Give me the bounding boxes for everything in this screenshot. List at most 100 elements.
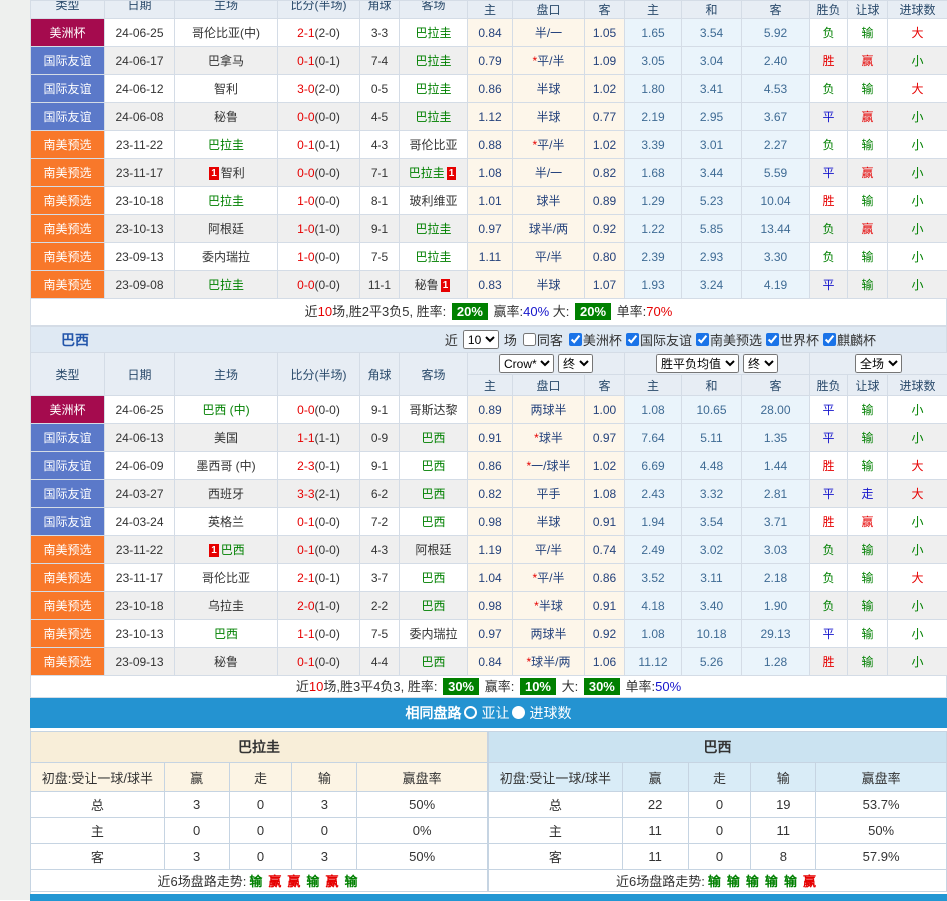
- away-team-name: 巴拉圭: [415, 54, 451, 68]
- column-header: 进球数: [888, 1, 947, 19]
- euro-average-select[interactable]: 胜平负均值: [656, 354, 739, 373]
- match-date-cell: 23-10-13: [105, 620, 175, 648]
- match-date-cell: 23-11-17: [105, 564, 175, 592]
- score-cell: 2-1(2-0): [278, 19, 360, 47]
- halftime-score: (0-0): [315, 627, 340, 641]
- handicap-result-cell: 输: [848, 536, 888, 564]
- trend-cell: 近6场盘路走势:输赢赢输赢输: [31, 870, 488, 892]
- compare-value-cell: 3: [292, 792, 357, 818]
- ah-home-odds-cell: 0.91: [468, 424, 513, 452]
- filter-checkbox-input[interactable]: [766, 333, 779, 346]
- filter-checkbox-input[interactable]: [626, 333, 639, 346]
- away-team-cell: 阿根廷: [400, 536, 468, 564]
- match-date-cell: 23-10-13: [105, 215, 175, 243]
- home-team-cell: 美国: [175, 424, 278, 452]
- filter-checkbox-input[interactable]: [823, 333, 836, 346]
- trend-result: 输: [765, 874, 778, 889]
- compare-row-label: 总: [489, 792, 623, 818]
- handicap-result-cell: 输: [848, 187, 888, 215]
- summary-text: 10: [318, 304, 332, 319]
- column-header: 盘口: [513, 375, 585, 396]
- compare-column-header: 赢: [164, 763, 229, 792]
- ah-line-cell: 半球: [513, 271, 585, 299]
- score-cell: 0-1(0-1): [278, 131, 360, 159]
- ah-line-cell: 半球: [513, 508, 585, 536]
- handicap-result-cell: 输: [848, 592, 888, 620]
- same-away-checkbox[interactable]: 同客: [523, 330, 563, 349]
- away-team-cell: 委内瑞拉: [400, 620, 468, 648]
- result-cell: 负: [810, 564, 848, 592]
- column-header: 主场: [175, 1, 278, 19]
- ah-home-odds-cell: 0.86: [468, 75, 513, 103]
- filter-checkbox-麒麟杯[interactable]: 麒麟杯: [823, 330, 876, 349]
- match-scope-select[interactable]: 全场: [855, 354, 902, 373]
- home-team-cell: 英格兰: [175, 508, 278, 536]
- compare-column-header: 走: [688, 763, 751, 792]
- column-header: 角球: [360, 1, 400, 19]
- euro-final-select[interactable]: 终: [743, 354, 778, 373]
- filter-label: 世界杯: [780, 330, 819, 349]
- asian-final-select[interactable]: 终: [558, 354, 593, 373]
- halftime-score: (0-0): [315, 655, 340, 669]
- fulltime-score: 0-1: [297, 543, 314, 557]
- halftime-score: (2-0): [315, 82, 340, 96]
- bookmaker-select[interactable]: Crow*: [499, 354, 554, 373]
- match-date-cell: 24-03-24: [105, 508, 175, 536]
- filter-checkbox-input[interactable]: [569, 333, 582, 346]
- corner-cell: 0-5: [360, 75, 400, 103]
- result-cell: 负: [810, 131, 848, 159]
- radio-进球数[interactable]: [512, 706, 525, 719]
- fulltime-score: 0-1: [297, 54, 314, 68]
- filter-checkbox-南美预选[interactable]: 南美预选: [696, 330, 762, 349]
- filter-checkbox-世界杯[interactable]: 世界杯: [766, 330, 819, 349]
- compare-column-header: 初盘:受让一球/球半: [489, 763, 623, 792]
- fulltime-score: 2-0: [297, 599, 314, 613]
- handicap-result-cell: 输: [848, 131, 888, 159]
- result-cell: 平: [810, 480, 848, 508]
- filter-checkbox-美洲杯[interactable]: 美洲杯: [569, 330, 622, 349]
- match-date-cell: 23-11-22: [105, 131, 175, 159]
- league-type-cell: 美洲杯: [31, 19, 105, 47]
- euro-away-odds-cell: 1.35: [742, 424, 810, 452]
- filter-checkbox-input[interactable]: [696, 333, 709, 346]
- corner-cell: 3-7: [360, 564, 400, 592]
- recent-games-select[interactable]: 10: [463, 330, 499, 349]
- halftime-score: (1-0): [315, 222, 340, 236]
- handicap-result-cell: 输: [848, 243, 888, 271]
- fulltime-score: 0-0: [297, 278, 314, 292]
- score-cell: 1-1(0-0): [278, 620, 360, 648]
- same-away-checkbox-input[interactable]: [523, 333, 536, 346]
- away-team-name: 巴西: [421, 515, 445, 529]
- summary-text: 近: [296, 679, 309, 694]
- score-cell: 0-0(0-0): [278, 271, 360, 299]
- percent-badge: 20%: [575, 303, 611, 320]
- result-cell: 平: [810, 424, 848, 452]
- goals-result-cell: 小: [888, 215, 947, 243]
- ah-home-odds-cell: 1.12: [468, 103, 513, 131]
- column-header-label: 主场: [175, 1, 277, 14]
- same-handicap-title: 相同盘路: [406, 703, 462, 723]
- compare-row-label: 客: [31, 844, 165, 870]
- home-team-cell: 巴西: [175, 620, 278, 648]
- score-cell: 3-0(2-0): [278, 75, 360, 103]
- corner-cell: 4-3: [360, 536, 400, 564]
- ah-home-odds-cell: 1.19: [468, 536, 513, 564]
- corner-cell: 6-2: [360, 480, 400, 508]
- league-type-cell: 南美预选: [31, 620, 105, 648]
- home-team-cell: 巴拉圭: [175, 187, 278, 215]
- compare-column-header: 赢盘率: [816, 763, 947, 792]
- ah-home-odds-cell: 0.83: [468, 271, 513, 299]
- radio-亚让[interactable]: [464, 706, 477, 719]
- filter-checkbox-国际友谊[interactable]: 国际友谊: [626, 330, 692, 349]
- fulltime-score: 0-0: [297, 166, 314, 180]
- euro-home-odds-cell: 1.22: [625, 215, 682, 243]
- away-team-name: 巴拉圭: [415, 82, 451, 96]
- goals-result-cell: 大: [888, 452, 947, 480]
- away-team-name: 巴西: [421, 459, 445, 473]
- goals-result-cell: 小: [888, 620, 947, 648]
- ah-away-odds-cell: 1.06: [585, 648, 625, 676]
